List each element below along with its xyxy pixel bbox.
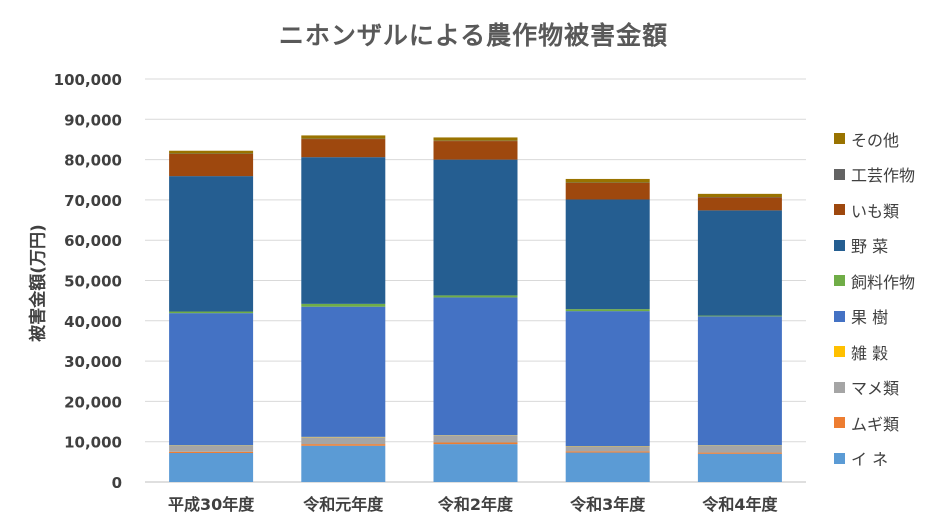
bar-segment <box>565 446 650 452</box>
bar-segment <box>433 444 518 482</box>
bar-segment <box>301 303 386 307</box>
bar-segment <box>169 313 254 446</box>
bar-segment <box>169 153 254 177</box>
legend-label: マメ類 <box>851 379 900 399</box>
bar-segment <box>565 311 650 447</box>
y-tick-label: 30,000 <box>64 353 122 371</box>
legend-item: マメ類 <box>834 370 946 406</box>
bar-segment <box>697 452 782 454</box>
bar-segment <box>565 309 650 312</box>
y-tick-label: 40,000 <box>64 313 122 331</box>
bar-segment <box>169 150 254 154</box>
y-tick-label: 50,000 <box>64 273 122 291</box>
y-tick-label: 70,000 <box>64 192 122 210</box>
legend-label: 野 菜 <box>851 237 889 257</box>
legend-swatch <box>834 204 845 216</box>
legend-item: その他 <box>834 121 946 157</box>
bar-segment <box>301 444 386 446</box>
bar-segment <box>301 437 386 445</box>
bar-segment <box>433 442 518 445</box>
bar-segment <box>697 193 782 198</box>
bar-segment <box>565 199 650 310</box>
legend-item: 工芸作物 <box>834 157 946 193</box>
legend: その他工芸作物いも類野 菜飼料作物果 樹雑 穀マメ類ムギ類イ ネ <box>834 121 946 476</box>
x-tick-label: 令和2年度 <box>437 495 514 514</box>
bar-segment <box>169 451 254 453</box>
bar-segment <box>565 451 650 453</box>
y-tick-label: 0 <box>112 474 122 492</box>
legend-swatch <box>834 310 845 322</box>
legend-item: 果 樹 <box>834 299 946 335</box>
legend-label: 雑 穀 <box>851 343 889 363</box>
legend-label: 果 樹 <box>851 308 889 328</box>
bar-segment <box>565 452 650 482</box>
bar-segment <box>301 157 386 304</box>
y-tick-label: 10,000 <box>64 434 122 452</box>
bar-segment <box>169 311 254 314</box>
bar-segment <box>169 445 254 452</box>
bar-segment <box>565 182 650 200</box>
legend-swatch <box>834 239 845 251</box>
y-tick-label: 90,000 <box>64 111 122 129</box>
bar-segment <box>697 315 782 317</box>
legend-label: イ ネ <box>851 450 889 470</box>
y-tick-label: 80,000 <box>64 152 122 170</box>
legend-label: いも類 <box>851 201 900 221</box>
bar-segment <box>433 297 518 436</box>
bar-segment <box>301 445 386 482</box>
y-tick-label: 100,000 <box>54 71 122 89</box>
legend-item: ムギ類 <box>834 405 946 441</box>
legend-label: ムギ類 <box>851 414 900 434</box>
x-tick-label: 令和元年度 <box>302 495 384 514</box>
legend-label: その他 <box>851 130 900 150</box>
bar-segment <box>433 137 518 141</box>
bar-segment <box>433 295 518 298</box>
bar-segment <box>433 159 518 296</box>
bar-segment <box>697 210 782 316</box>
bar-segment <box>301 306 386 437</box>
legend-swatch <box>834 133 845 145</box>
legend-label: 工芸作物 <box>851 166 916 186</box>
x-tick-label: 平成30年度 <box>168 495 255 514</box>
bar-segment <box>169 176 254 312</box>
legend-swatch <box>834 275 845 287</box>
bar-segment <box>565 178 650 183</box>
legend-item: いも類 <box>834 192 946 228</box>
y-tick-label: 60,000 <box>64 232 122 250</box>
bar-segment <box>697 453 782 482</box>
legend-item: イ ネ <box>834 441 946 477</box>
bar-segment <box>697 197 782 211</box>
bar-segment <box>433 141 518 160</box>
bar-segment <box>301 139 386 158</box>
legend-swatch <box>834 452 845 464</box>
legend-swatch <box>834 381 845 393</box>
legend-label: 飼料作物 <box>851 272 916 292</box>
bar-segment <box>697 316 782 446</box>
bar-segment <box>301 135 386 139</box>
legend-swatch <box>834 168 845 180</box>
legend-swatch <box>834 417 845 429</box>
y-tick-label: 20,000 <box>64 393 122 411</box>
x-tick-label: 令和4年度 <box>701 495 778 514</box>
legend-item: 野 菜 <box>834 228 946 264</box>
bar-segment <box>169 452 254 482</box>
legend-item: 飼料作物 <box>834 263 946 299</box>
x-tick-label: 令和3年度 <box>569 495 646 514</box>
chart-title: ニホンザルによる農作物被害金額 <box>278 21 669 50</box>
bar-segment <box>433 435 518 443</box>
legend-item: 雑 穀 <box>834 334 946 370</box>
legend-swatch <box>834 346 845 358</box>
bar-segment <box>697 445 782 453</box>
